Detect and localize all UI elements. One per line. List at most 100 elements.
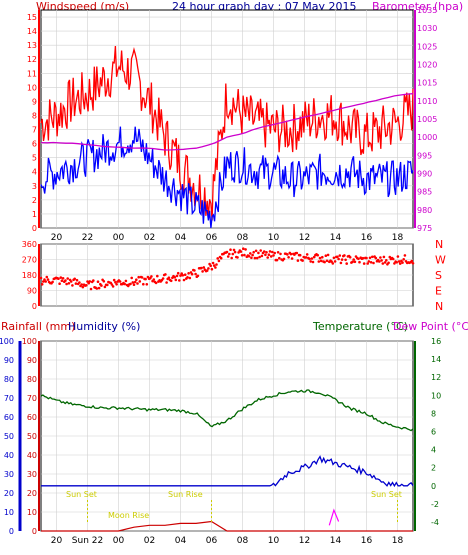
direction-point [317, 260, 321, 263]
barometer-y-tick-label: 975 [417, 224, 432, 233]
bottom-x-tick-label: 18 [392, 536, 404, 546]
direction-point [73, 277, 76, 281]
direction-point [344, 258, 347, 262]
direction-point [114, 281, 117, 284]
direction-point [173, 275, 176, 279]
direction-point [249, 252, 252, 255]
rainfall-line [41, 520, 413, 532]
wind-y-tick-label: 11 [27, 69, 37, 78]
direction-point [182, 278, 186, 282]
direction-point [402, 258, 406, 261]
direction-point [233, 250, 237, 254]
direction-point [67, 282, 71, 285]
direction-point [251, 253, 254, 257]
direction-point [80, 283, 83, 286]
direction-point [66, 277, 69, 280]
direction-point [381, 262, 385, 265]
direction-point [176, 271, 180, 275]
direction-point [369, 261, 373, 264]
direction-point [367, 260, 371, 263]
direction-point [333, 260, 337, 263]
rainfall-y-tick-label: 60 [4, 413, 14, 422]
rainfall-y-tick-label: 50 [4, 432, 14, 441]
barometer-y-tick-label: 1030 [417, 24, 437, 33]
direction-point [318, 256, 322, 260]
direction-point [331, 262, 335, 265]
direction-point [219, 256, 223, 260]
wind-panel-grid [41, 10, 413, 229]
temperature-y-tick-label: -4 [431, 518, 439, 527]
direction-point [145, 283, 149, 286]
direction-point [340, 258, 344, 261]
direction-point [316, 253, 320, 257]
direction-point [132, 283, 136, 287]
direction-point [97, 286, 101, 290]
barometer-line [40, 93, 414, 151]
humidity-y-tick-label: 70 [27, 394, 37, 403]
direction-point [259, 249, 263, 252]
wind-x-tick-label: 00 [113, 233, 125, 243]
wind-x-tick-label: 06 [206, 233, 218, 243]
direction-point [51, 280, 54, 284]
wind-y-tick-label: 5 [32, 154, 37, 163]
wind-y-tick-label: 12 [27, 55, 37, 64]
wind-panel-right-axis: 975 980 985 990 995 1000 1005 1010 1015 1020 1025 1… [414, 6, 437, 233]
direction-point [61, 277, 65, 280]
wind-y-tick-label: 9 [32, 97, 37, 106]
direction-y-tick-label: 0 [32, 302, 37, 311]
direction-point [181, 274, 185, 277]
direction-point [140, 276, 144, 279]
direction-point [102, 280, 106, 283]
wind-y-tick-label: 8 [32, 111, 37, 120]
direction-point [118, 280, 122, 283]
direction-point [175, 274, 179, 278]
direction-point [395, 261, 399, 264]
direction-point [138, 280, 142, 283]
direction-point [240, 254, 244, 257]
temperature-axis-label: Temperature (°C) [312, 320, 408, 333]
direction-point [44, 280, 47, 283]
direction-point [410, 259, 414, 263]
humidity-y-tick-label: 80 [27, 375, 37, 384]
direction-panel-left-axis: 0 90 180 270 360 [22, 240, 40, 311]
direction-point [254, 249, 258, 253]
direction-point [190, 272, 194, 276]
direction-point [257, 251, 260, 255]
direction-point [244, 248, 247, 251]
direction-point [174, 278, 178, 282]
direction-point [130, 276, 133, 280]
direction-point [332, 256, 336, 260]
direction-point [110, 283, 114, 286]
wind-x-tick-label: 20 [51, 233, 63, 243]
barometer-y-tick-label: 1005 [417, 115, 437, 124]
humidity-axis-label: Humidity (%) [68, 320, 140, 333]
direction-point [374, 256, 378, 260]
bottom-panel-x-axis: 20 Sun 22 00 02 04 06 08 10 12 14 16 18 [51, 536, 404, 546]
temperature-y-tick-label: -2 [431, 500, 439, 509]
direction-point [129, 282, 132, 286]
humidity-y-tick-label: 30 [27, 470, 37, 479]
direction-point [385, 259, 388, 262]
bottom-x-tick-label: Sun 22 [72, 536, 103, 546]
direction-point [324, 254, 328, 257]
direction-point [231, 252, 235, 256]
direction-point [154, 281, 158, 285]
direction-point [319, 259, 323, 263]
bottom-panel-right-axis: -4 -2 0 2 4 6 8 10 12 14 16 [414, 337, 441, 531]
direction-point [136, 282, 139, 285]
direction-point [321, 255, 324, 259]
wind-y-tick-label: 3 [32, 182, 37, 191]
direction-point [351, 260, 354, 264]
direction-point [282, 257, 286, 261]
direction-point [142, 282, 145, 286]
sun-rise-label: Sun Rise [168, 490, 203, 499]
direction-point [165, 281, 168, 284]
barometer-y-tick-label: 1010 [417, 97, 437, 106]
direction-point [304, 256, 308, 259]
barometer-y-tick-label: 995 [417, 151, 432, 160]
bottom-panel-grid [41, 340, 413, 532]
barometer-y-tick-label: 990 [417, 170, 432, 179]
direction-point [301, 259, 304, 262]
direction-point [178, 279, 181, 282]
direction-point [194, 272, 197, 276]
